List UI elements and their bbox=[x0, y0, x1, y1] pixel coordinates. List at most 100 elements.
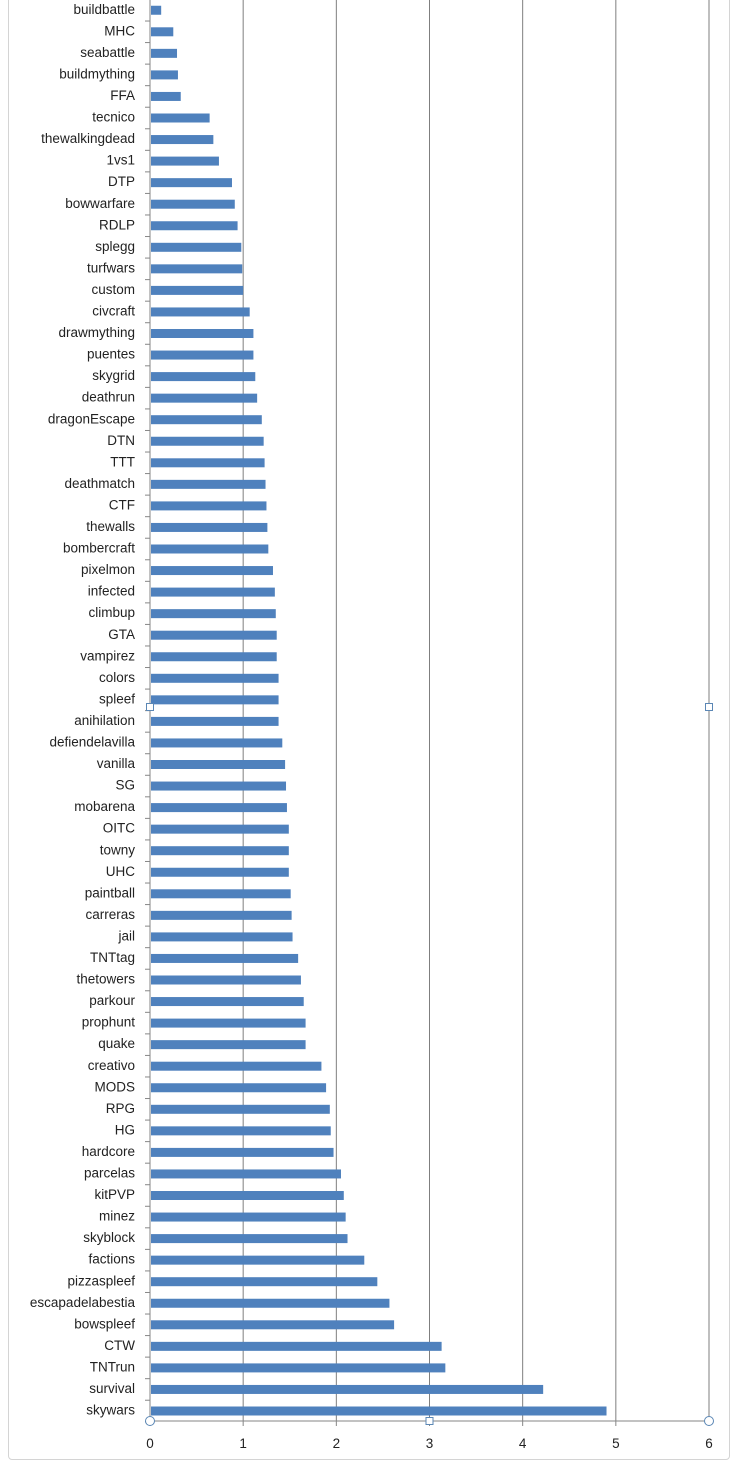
category-label: vampirez bbox=[80, 648, 135, 663]
category-label: deathmatch bbox=[64, 476, 135, 491]
bar bbox=[151, 630, 277, 640]
bar bbox=[151, 1040, 306, 1050]
bar bbox=[151, 329, 254, 338]
category-label: DTP bbox=[108, 174, 135, 189]
bar bbox=[151, 587, 275, 597]
bar bbox=[151, 652, 277, 662]
bar bbox=[151, 716, 279, 726]
category-label: bombercraft bbox=[63, 541, 135, 556]
category-label: minez bbox=[99, 1209, 135, 1224]
category-label: bowspleef bbox=[74, 1316, 135, 1331]
bar bbox=[151, 1234, 348, 1244]
category-label: jail bbox=[117, 928, 135, 943]
category-label: UHC bbox=[106, 864, 135, 879]
chart-area[interactable]: skywars survival TNTrun CTW bowspleef escapad… bbox=[8, 0, 730, 1460]
bar bbox=[151, 889, 291, 899]
category-label: SG bbox=[115, 778, 135, 793]
bar bbox=[151, 609, 276, 619]
bar bbox=[151, 436, 264, 446]
category-label: civcraft bbox=[92, 304, 135, 319]
bar bbox=[151, 242, 242, 252]
category-label: thetowers bbox=[76, 972, 135, 987]
category-label: buildmything bbox=[59, 66, 135, 81]
bar bbox=[151, 1126, 331, 1136]
bar bbox=[151, 781, 287, 791]
category-label: hardcore bbox=[82, 1144, 135, 1159]
category-label: deathrun bbox=[82, 390, 135, 405]
category-label: prophunt bbox=[82, 1015, 136, 1030]
bar bbox=[151, 221, 238, 231]
x-tick-label: 0 bbox=[146, 1436, 154, 1451]
category-label: dragonEscape bbox=[48, 411, 135, 426]
category-label: TNTrun bbox=[90, 1359, 135, 1374]
bar bbox=[151, 1320, 395, 1330]
category-label: pixelmon bbox=[81, 562, 135, 577]
category-label: defiendelavilla bbox=[49, 735, 135, 750]
category-label: seabattle bbox=[80, 45, 135, 60]
bar bbox=[151, 393, 258, 403]
category-label: pizzaspleef bbox=[67, 1273, 135, 1288]
category-label: towny bbox=[100, 842, 136, 857]
category-label: tecnico bbox=[92, 110, 135, 125]
bar bbox=[151, 673, 279, 683]
category-label: kitPVP bbox=[94, 1187, 135, 1202]
bar bbox=[151, 932, 293, 942]
category-label: bowwarfare bbox=[65, 196, 135, 211]
bar bbox=[151, 479, 266, 489]
category-label: turfwars bbox=[87, 260, 135, 275]
resize-handle-side[interactable] bbox=[705, 703, 713, 711]
bar bbox=[151, 760, 286, 769]
bar bbox=[151, 48, 178, 58]
bar bbox=[151, 1384, 544, 1394]
category-label: buildbattle bbox=[73, 2, 135, 17]
category-label: quake bbox=[98, 1036, 135, 1051]
bar bbox=[151, 910, 292, 920]
resize-handle-side[interactable] bbox=[146, 703, 154, 711]
category-label: HG bbox=[115, 1122, 135, 1137]
bar bbox=[151, 522, 268, 532]
category-label: RPG bbox=[106, 1101, 135, 1116]
category-label: colors bbox=[99, 670, 135, 685]
category-label: TNTtag bbox=[90, 950, 135, 965]
bar bbox=[151, 135, 214, 145]
bar bbox=[151, 91, 181, 101]
resize-handle-side[interactable] bbox=[425, 1417, 434, 1425]
x-tick-label: 3 bbox=[426, 1436, 434, 1451]
category-label: drawmything bbox=[58, 325, 135, 340]
bar bbox=[151, 824, 289, 834]
category-label: MHC bbox=[104, 23, 135, 38]
bar bbox=[151, 1406, 607, 1416]
category-label: mobarena bbox=[74, 799, 135, 814]
resize-handle-corner[interactable] bbox=[145, 1416, 155, 1426]
bar bbox=[151, 738, 283, 748]
bar bbox=[151, 1341, 442, 1351]
category-label: TTT bbox=[110, 454, 135, 469]
bar bbox=[151, 544, 269, 554]
bar bbox=[151, 113, 210, 123]
bar bbox=[151, 1018, 306, 1028]
bar bbox=[151, 264, 243, 274]
category-label: anihilation bbox=[74, 713, 135, 728]
bar bbox=[151, 953, 299, 963]
category-label: FFA bbox=[110, 88, 135, 103]
category-label: escapadelabestia bbox=[30, 1295, 136, 1310]
x-tick-label: 5 bbox=[612, 1436, 620, 1451]
resize-handle-corner[interactable] bbox=[704, 1416, 714, 1426]
bar bbox=[151, 27, 174, 37]
bar bbox=[151, 1061, 322, 1071]
category-label: CTF bbox=[109, 497, 135, 512]
category-label: creativo bbox=[88, 1058, 135, 1073]
bar bbox=[151, 695, 279, 705]
bar bbox=[151, 975, 301, 985]
category-label: RDLP bbox=[99, 217, 135, 232]
category-label: paintball bbox=[85, 885, 135, 900]
bar bbox=[151, 1083, 327, 1093]
bar bbox=[151, 1363, 446, 1373]
bar bbox=[151, 1169, 341, 1179]
category-label: thewalls bbox=[86, 519, 135, 534]
bar bbox=[151, 803, 287, 813]
bar bbox=[151, 350, 254, 360]
category-label: custom bbox=[91, 282, 135, 297]
x-tick-label: 1 bbox=[239, 1436, 247, 1451]
category-label: parkour bbox=[89, 993, 135, 1008]
